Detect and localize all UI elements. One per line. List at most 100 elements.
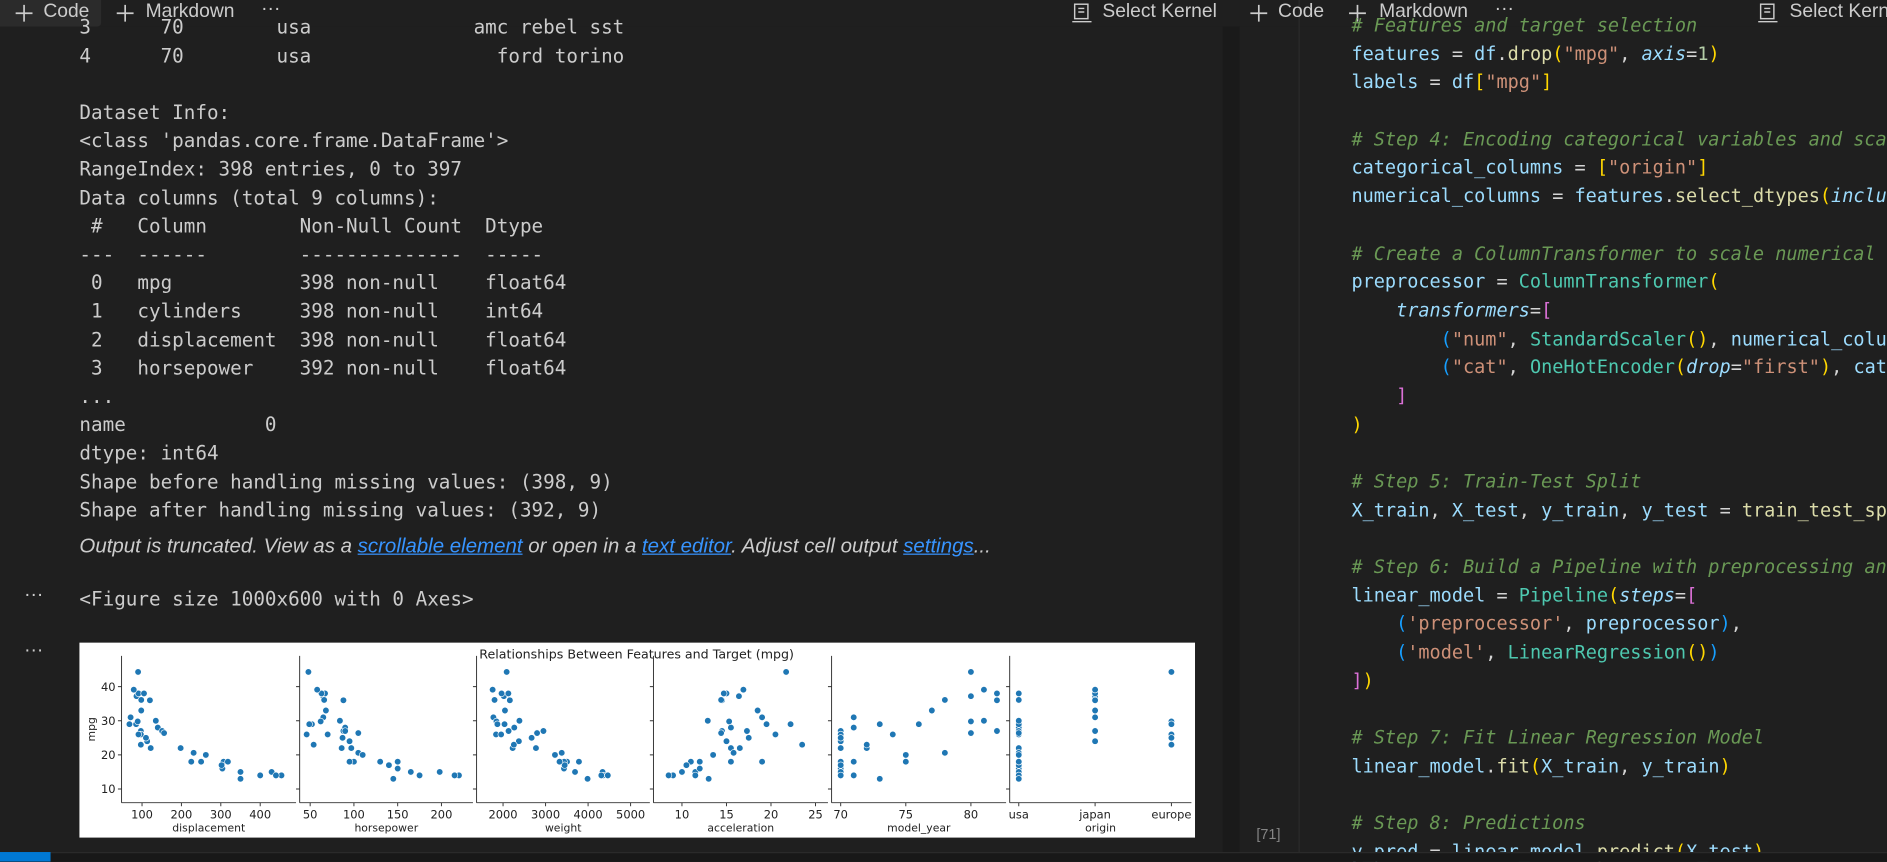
scatter-point xyxy=(837,761,845,769)
code-token: [ xyxy=(1686,584,1698,607)
scatter-point xyxy=(451,771,459,779)
code-button-label[interactable]: Code xyxy=(43,1,90,22)
y-tick-label: 20 xyxy=(101,748,116,762)
code-token: Pipeline xyxy=(1518,584,1608,607)
output-line: 3 70 usa amc rebel sst xyxy=(79,15,625,39)
code-token: "cat" xyxy=(1451,356,1508,379)
scatter-point xyxy=(489,686,497,694)
output-link[interactable]: scrollable element xyxy=(357,534,523,558)
code-token xyxy=(1351,300,1396,322)
x-axis-label: origin xyxy=(1085,822,1116,835)
output-link[interactable]: settings xyxy=(903,534,974,558)
y-tick-label: 40 xyxy=(101,680,116,694)
scatter-point xyxy=(837,771,845,779)
output-line: 3 horsepower 392 non-null float64 xyxy=(79,356,567,380)
code-token: . xyxy=(1496,42,1508,65)
scatter-point xyxy=(134,717,142,725)
code-token: df xyxy=(1451,71,1475,94)
output-line: <class 'pandas.core.frame.DataFrame'> xyxy=(79,129,509,153)
code-token: X_test xyxy=(1451,499,1519,521)
plus-icon xyxy=(1349,4,1366,22)
scatter-point xyxy=(696,765,704,773)
scatter-point xyxy=(347,744,355,752)
scatter-point xyxy=(324,730,332,738)
scatter-point xyxy=(359,751,367,759)
scatter-point xyxy=(1091,737,1099,745)
scatter-point xyxy=(317,717,325,725)
scatter-point xyxy=(837,734,845,742)
scatter-point xyxy=(338,744,346,752)
scatter-point xyxy=(736,744,744,752)
x-tick-label: 400 xyxy=(249,807,271,821)
scatter-point xyxy=(130,686,138,694)
remote-indicator[interactable] xyxy=(0,852,51,862)
code-token: ( xyxy=(1674,356,1687,379)
scatter-point xyxy=(134,730,143,738)
scatter-point xyxy=(722,737,731,745)
scatter-point xyxy=(584,775,592,783)
output-line: RangeIndex: 398 entries, 0 to 397 xyxy=(79,157,462,181)
scatter-point xyxy=(147,744,155,752)
select-kernel[interactable]: Select Kernel xyxy=(1102,1,1217,22)
scatter-point xyxy=(1091,686,1099,694)
x-tick-label: 80 xyxy=(964,807,979,821)
scatter-point xyxy=(127,713,135,721)
code-token: , xyxy=(1507,328,1530,350)
toolbar xyxy=(0,0,1887,27)
scatter-point xyxy=(709,751,717,759)
blank-line xyxy=(1351,782,1887,811)
markdown-button[interactable]: Markdown xyxy=(1379,1,1468,22)
code-button-label[interactable]: Code xyxy=(1278,1,1325,22)
output-menu[interactable]: ··· xyxy=(24,584,44,606)
scatter-point xyxy=(782,668,790,676)
code-token: StandardScaler xyxy=(1529,328,1687,350)
code-token: include xyxy=(1831,185,1887,208)
code-line: ('preprocessor', preprocessor), xyxy=(1351,611,1887,640)
output-line: name 0 xyxy=(79,413,277,437)
select-kernel[interactable]: Select Kernel xyxy=(1789,1,1887,22)
x-axis-label: model_year xyxy=(887,822,951,835)
x-tick-label: 15 xyxy=(719,807,734,821)
cell-output: 3 70 usa amc rebel sst 4 70 usa ford tori… xyxy=(79,13,624,524)
x-tick-label: japan xyxy=(1078,807,1111,821)
code-line: # Step 7: Fit Linear Regression Model xyxy=(1351,725,1887,754)
scatter-point xyxy=(762,720,771,728)
code-token: # Features and target selection xyxy=(1351,14,1698,37)
code-token: , xyxy=(1518,499,1542,521)
figure-text: <Figure size 1000x600 with 0 Axes> xyxy=(79,587,474,611)
code-token: = xyxy=(1730,356,1742,379)
scatter-point xyxy=(1091,727,1099,735)
scatter-point xyxy=(160,729,168,737)
code-token: = xyxy=(1563,156,1597,179)
scatter-point xyxy=(704,717,712,725)
code-token: LinearRegression xyxy=(1507,641,1687,664)
scatter-point xyxy=(236,775,245,783)
code-token: , xyxy=(1708,328,1731,350)
output-line: 4 70 usa ford torino xyxy=(79,44,625,67)
scatter-point xyxy=(850,713,858,721)
scatter-point xyxy=(754,706,762,715)
more-button[interactable]: ··· xyxy=(261,0,281,20)
code-token: ( xyxy=(1819,185,1832,208)
code-token: , xyxy=(1507,356,1530,379)
code-token: labels xyxy=(1351,71,1419,94)
scatter-point xyxy=(993,689,1001,697)
scatter-point xyxy=(727,758,735,766)
blank-line xyxy=(1351,440,1887,469)
code-token: drop xyxy=(1507,42,1553,65)
blank-line xyxy=(1351,696,1887,725)
code-token xyxy=(1351,385,1396,407)
output-menu[interactable]: ··· xyxy=(24,640,44,661)
markdown-button[interactable]: Markdown xyxy=(145,1,235,22)
code-editor: # Features and target selection features … xyxy=(1351,12,1887,861)
code-token: y_test xyxy=(1641,499,1709,521)
blank-line xyxy=(79,70,624,98)
scatter-point xyxy=(493,720,501,728)
more-button[interactable]: ··· xyxy=(1494,0,1514,20)
output-link[interactable]: text editor xyxy=(641,534,732,558)
code-token: ] xyxy=(1541,71,1553,94)
output-line: 1 cylinders 398 non-null int64 xyxy=(79,299,567,323)
scatter-point xyxy=(551,751,559,759)
scatter-point xyxy=(717,696,725,704)
